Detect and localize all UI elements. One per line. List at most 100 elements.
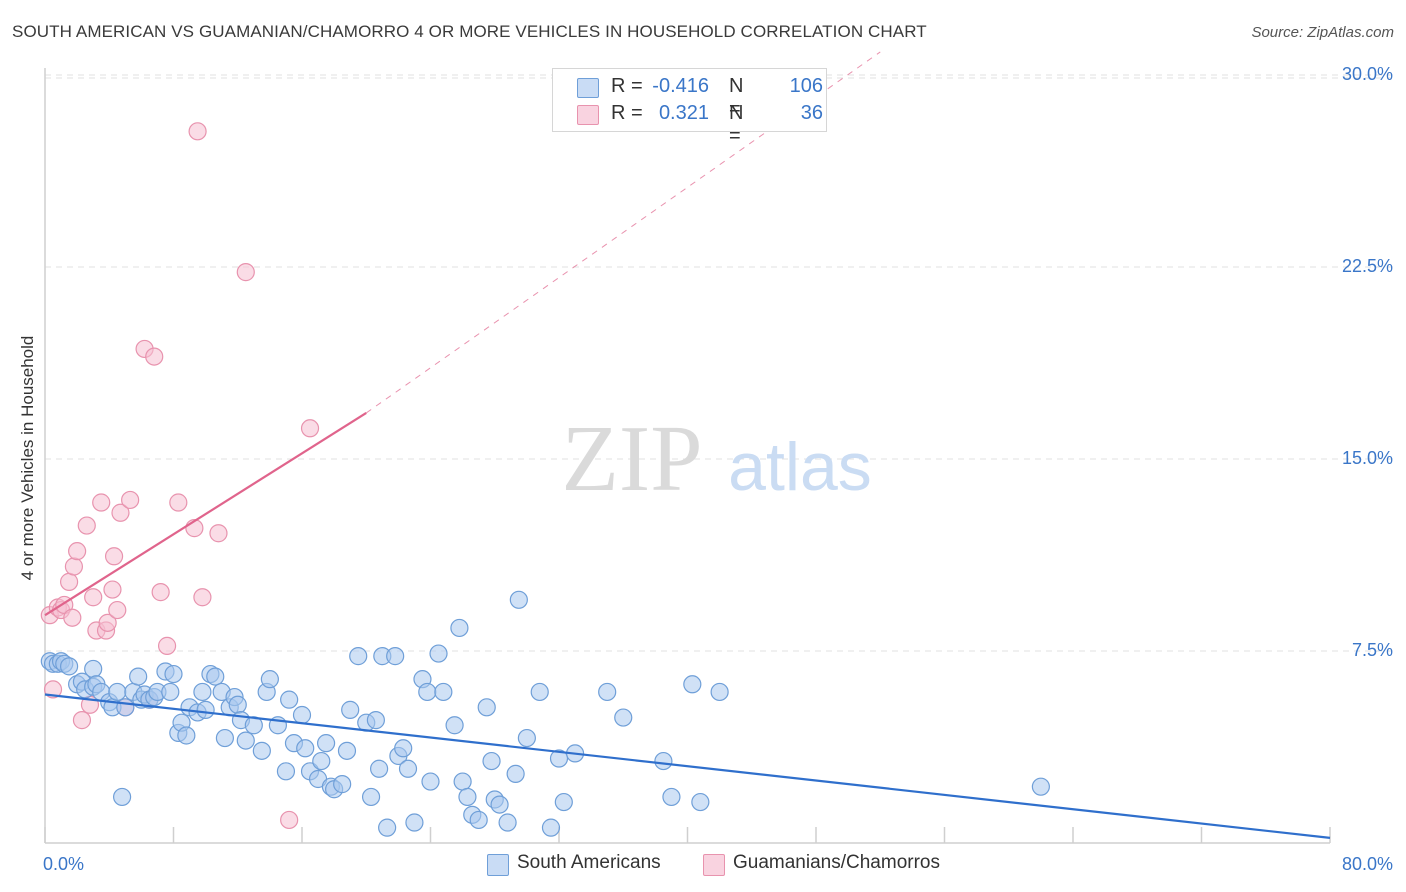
- south-american-point: [662, 787, 681, 807]
- south-american-point: [1031, 777, 1050, 796]
- legend-r-label: R =: [611, 75, 643, 97]
- south-american-point: [296, 739, 315, 758]
- guamanian-point: [169, 493, 188, 512]
- guamanian-point: [300, 419, 320, 438]
- legend-r-value: 0.321: [658, 102, 709, 124]
- south-american-point: [691, 792, 710, 812]
- south-american-point: [276, 762, 296, 781]
- guamanian-point: [43, 680, 63, 699]
- guamanian-point: [193, 588, 212, 607]
- south-american-point: [530, 682, 549, 702]
- south-american-point: [458, 787, 477, 807]
- south-american-point: [215, 728, 234, 748]
- south-american-point: [453, 772, 472, 791]
- guamanian-point: [111, 503, 130, 522]
- x-tick-label: 0.0%: [43, 854, 84, 874]
- south-american-point: [108, 682, 127, 702]
- guamanian-point: [84, 588, 103, 607]
- south-american-point: [541, 818, 561, 837]
- south-american-point: [206, 667, 225, 686]
- south-american-point: [292, 705, 312, 725]
- guamanian-point: [92, 493, 111, 512]
- south-american-point: [394, 739, 413, 758]
- guamanian-point: [64, 557, 84, 576]
- guamanian-point: [77, 516, 96, 535]
- south-american-point: [378, 818, 397, 837]
- data-points: [40, 122, 1050, 837]
- legend-swatch-blue: [577, 78, 599, 98]
- south-american-point: [509, 590, 528, 609]
- guamanian-point: [151, 583, 170, 602]
- legend-n-value: 106: [789, 75, 823, 97]
- south-american-trend-line: [44, 693, 1331, 839]
- south-american-point: [349, 647, 368, 666]
- guamanian-point: [209, 524, 228, 543]
- south-american-point: [421, 772, 440, 791]
- south-american-point: [59, 657, 79, 676]
- south-american-point: [129, 667, 148, 686]
- south-american-point: [549, 749, 569, 768]
- south-american-point: [193, 682, 212, 702]
- guamanian-point: [157, 636, 177, 655]
- tick-labels: 7.5% 15.0% 22.5% 30.0% 0.0% 80.0%: [43, 64, 1393, 874]
- legend-n-value: 36: [800, 102, 823, 124]
- south-american-point: [366, 711, 385, 730]
- south-american-point: [434, 682, 453, 702]
- bottom-legend-label: Guamanians/Chamorros: [733, 852, 940, 873]
- south-american-point: [316, 734, 336, 753]
- guamanian-trend-extension: [365, 51, 881, 414]
- guamanian-point: [104, 547, 124, 566]
- south-american-point: [370, 759, 389, 778]
- watermark-zip: ZIP: [562, 407, 703, 511]
- grid-lines: [45, 74, 1392, 652]
- south-american-point: [517, 728, 536, 748]
- guamanian-point: [103, 580, 122, 599]
- guamanian-point: [72, 711, 92, 730]
- legend-swatch-pink: [577, 105, 599, 125]
- legend-r-value: -0.416: [652, 75, 709, 97]
- south-american-point: [161, 682, 180, 702]
- south-american-point: [506, 764, 525, 783]
- south-american-point: [312, 751, 331, 771]
- y-tick-label: 22.5%: [1342, 256, 1393, 276]
- south-american-point: [112, 787, 132, 807]
- guamanian-point: [59, 572, 79, 591]
- bottom-legend-swatch-blue: [487, 854, 509, 876]
- south-american-point: [361, 787, 381, 807]
- guamanian-point: [236, 263, 255, 282]
- guamanian-point: [63, 608, 82, 627]
- guamanian-point: [98, 613, 117, 632]
- south-american-point: [177, 726, 196, 745]
- south-american-point: [280, 690, 299, 709]
- south-american-point: [252, 741, 271, 760]
- south-american-point: [341, 700, 360, 719]
- south-american-point: [683, 675, 702, 694]
- bottom-legend-label: South Americans: [517, 852, 661, 873]
- south-american-point: [498, 813, 517, 832]
- south-american-point: [84, 659, 103, 679]
- legend-n-label: N =: [729, 102, 744, 147]
- chart-source: Source: ZipAtlas.com: [1251, 24, 1394, 41]
- guamanian-point: [108, 600, 127, 620]
- south-american-point: [469, 810, 488, 830]
- south-american-point: [614, 708, 633, 727]
- guamanian-point: [145, 347, 164, 366]
- south-american-point: [429, 644, 448, 663]
- watermark-atlas: atlas: [728, 429, 872, 505]
- south-american-point: [196, 700, 215, 719]
- trend-lines: [44, 51, 1331, 839]
- guamanian-point: [68, 542, 87, 561]
- south-american-point: [490, 795, 509, 814]
- legend-r-label: R =: [611, 102, 643, 124]
- x-tick-label: 80.0%: [1342, 854, 1393, 874]
- south-american-point: [228, 695, 247, 714]
- y-tick-label: 15.0%: [1342, 448, 1393, 468]
- axes: [44, 68, 1331, 844]
- south-american-point: [236, 731, 255, 750]
- south-american-point: [418, 682, 437, 702]
- south-american-point: [164, 664, 183, 684]
- south-american-point: [445, 716, 464, 735]
- south-american-point: [710, 682, 729, 702]
- south-american-point: [450, 618, 469, 638]
